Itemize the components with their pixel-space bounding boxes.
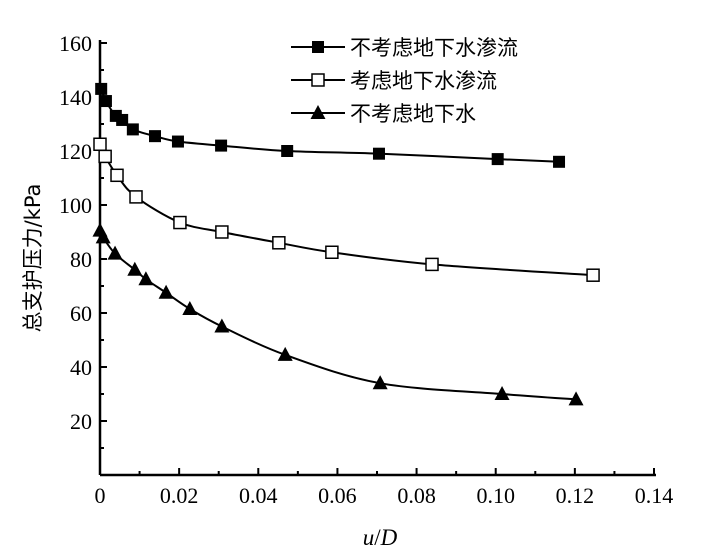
legend-entry: 不考虑地下水 — [291, 102, 476, 126]
data-point-filled-square — [491, 153, 504, 166]
legend-entry: 考虑地下水渗流 — [291, 69, 497, 93]
data-point-filled-square — [215, 139, 228, 152]
data-point-filled-triangle — [568, 391, 584, 406]
y-tick-label: 140 — [59, 85, 92, 110]
data-point-filled-square — [312, 41, 324, 53]
legend-label: 不考虑地下水渗流 — [350, 36, 518, 60]
data-point-filled-triangle — [182, 300, 198, 315]
data-point-open-square — [110, 168, 124, 183]
data-point-filled-square — [372, 147, 385, 160]
series-3 — [92, 222, 584, 406]
data-point-open-square — [129, 190, 143, 204]
x-tick-label: 0.12 — [556, 483, 595, 508]
legend-entry: 不考虑地下水渗流 — [291, 36, 518, 60]
data-point-filled-triangle — [494, 386, 510, 400]
data-point-filled-square — [149, 130, 162, 143]
axes: 0 0.02 0.04 0.06 0.08 0.10 0.12 0.14 20 40 60 80 100… — [59, 31, 673, 508]
data-point-open-square — [93, 137, 107, 151]
data-point-open-square — [173, 215, 187, 230]
x-tick-label: 0.14 — [635, 483, 674, 508]
y-tick-label: 60 — [70, 301, 92, 326]
series-2 — [93, 137, 600, 282]
data-point-filled-triangle — [138, 271, 154, 286]
y-tick-label: 100 — [59, 193, 92, 218]
x-tick-label: 0.08 — [397, 483, 436, 508]
data-point-filled-triangle — [158, 284, 174, 299]
data-point-filled-triangle — [107, 245, 123, 260]
data-point-open-square — [215, 225, 229, 239]
y-tick-label: 120 — [59, 139, 92, 164]
data-point-open-square — [311, 73, 325, 87]
x-tick-label: 0.04 — [239, 483, 278, 508]
data-point-filled-triangle — [372, 375, 388, 390]
x-tick-label: 0.10 — [476, 483, 515, 508]
x-axis-label: u/D — [363, 525, 398, 550]
data-point-filled-square — [553, 155, 566, 168]
data-point-filled-square — [116, 113, 129, 126]
data-point-filled-triangle — [277, 346, 293, 361]
data-point-open-square — [586, 268, 600, 282]
y-tick-label: 80 — [70, 247, 92, 272]
data-point-filled-square — [281, 145, 294, 157]
data-point-open-square — [425, 257, 439, 272]
data-point-filled-square — [95, 82, 108, 95]
data-point-filled-square — [99, 95, 112, 108]
y-tick-label: 40 — [70, 355, 92, 380]
y-axis-label: 总支护压力/kPa — [21, 184, 45, 333]
data-point-open-square — [325, 245, 339, 259]
x-tick-label: 0 — [95, 483, 106, 508]
data-point-open-square — [272, 236, 286, 250]
data-point-filled-triangle — [214, 318, 230, 333]
data-point-filled-triangle — [95, 229, 111, 244]
series-group — [92, 82, 600, 406]
legend-label: 考虑地下水渗流 — [350, 69, 497, 93]
series-1 — [95, 82, 566, 168]
data-point-open-square — [98, 149, 112, 164]
data-point-filled-triangle — [310, 105, 326, 119]
legend-label: 不考虑地下水 — [350, 102, 476, 126]
data-point-filled-square — [171, 135, 184, 148]
data-point-filled-square — [126, 123, 139, 136]
series-line — [99, 143, 594, 277]
x-tick-label: 0.02 — [160, 483, 199, 508]
y-tick-label: 20 — [70, 409, 92, 434]
x-tick-label: 0.06 — [318, 483, 357, 508]
series-line — [100, 88, 560, 163]
data-point-filled-triangle — [127, 261, 143, 276]
y-tick-label: 160 — [59, 31, 92, 56]
